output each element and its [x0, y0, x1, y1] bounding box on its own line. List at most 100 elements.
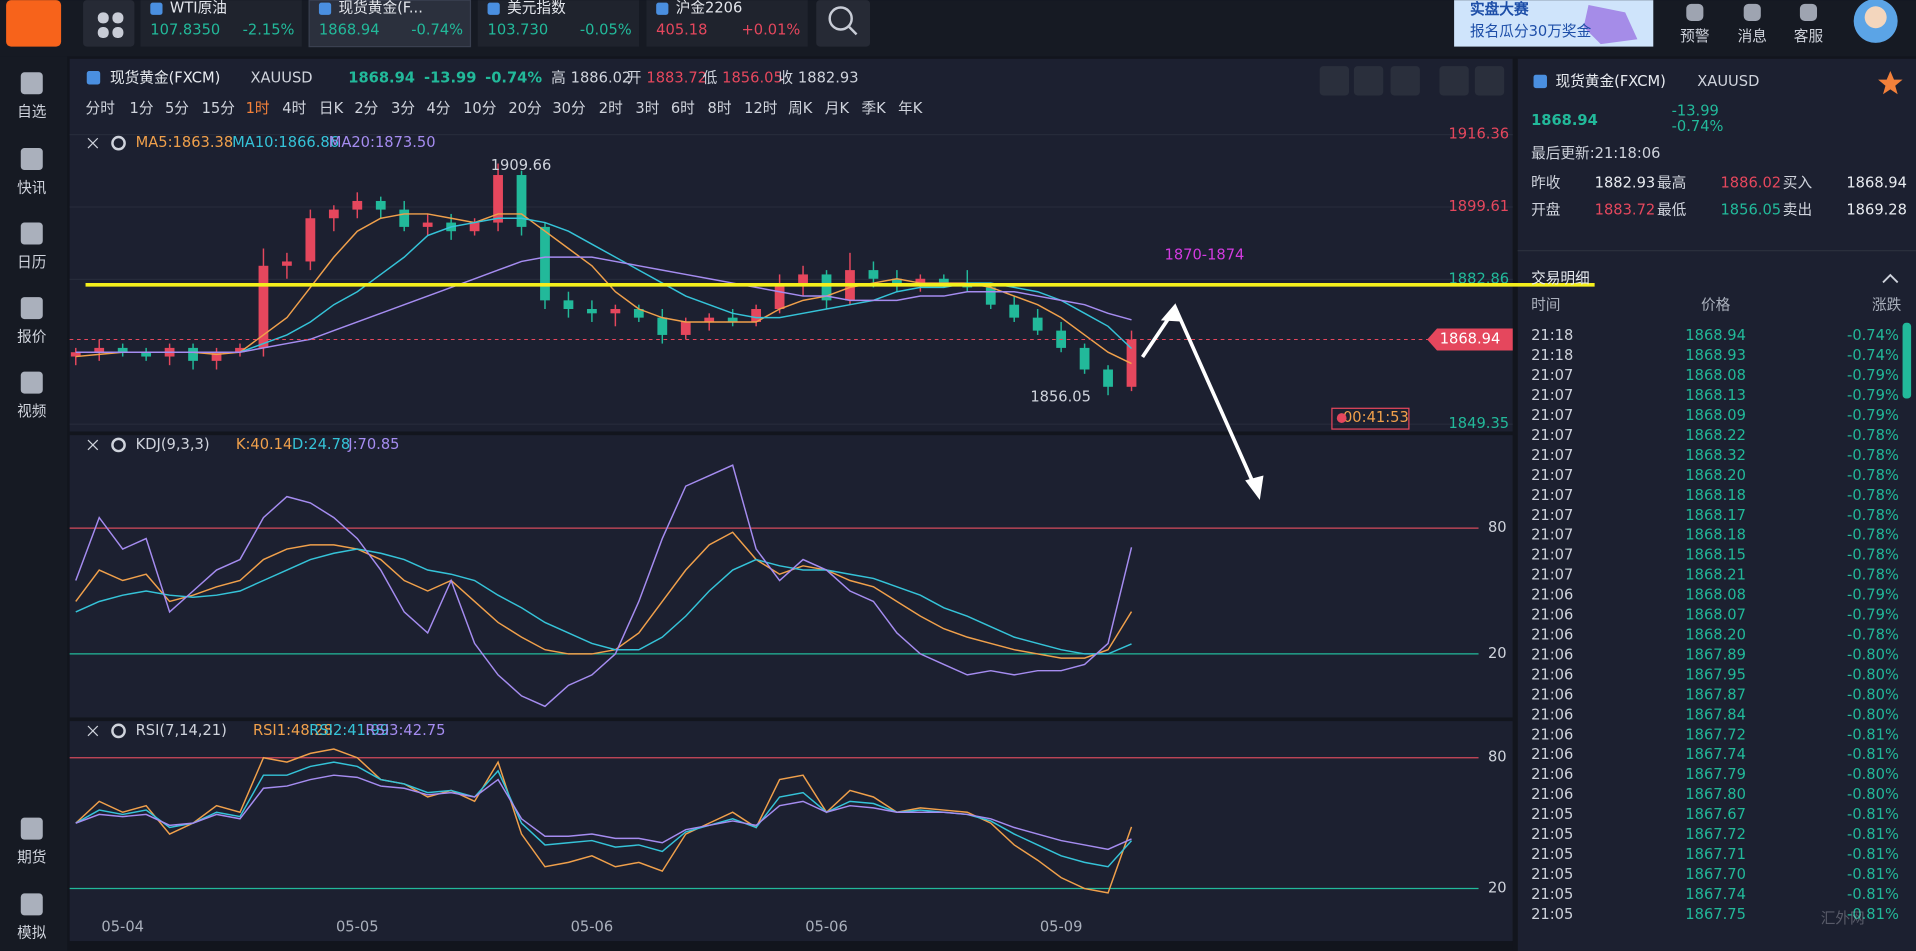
trade-price: 1867.89 — [1685, 646, 1746, 663]
ticker-card[interactable] — [477, 0, 640, 47]
sidebar-icon[interactable] — [20, 817, 43, 840]
top-icon-label: 客服 — [1794, 28, 1824, 45]
settings-icon[interactable] — [111, 135, 126, 151]
sidebar-icon[interactable] — [20, 222, 43, 245]
panel-change: -13.99 — [1672, 102, 1719, 119]
settings-icon[interactable] — [111, 723, 126, 739]
period-tab[interactable]: 15分 — [202, 100, 236, 117]
high-label: 1909.66 — [491, 157, 552, 174]
candle-body — [328, 209, 339, 219]
period-tab[interactable]: 6时 — [671, 100, 695, 117]
trade-change: -0.79% — [1847, 367, 1899, 384]
candle-body — [1079, 347, 1090, 370]
sidebar-icon[interactable] — [20, 148, 43, 171]
top-icon[interactable] — [1686, 3, 1704, 21]
favorite-star[interactable] — [1878, 71, 1903, 95]
scrollbar[interactable] — [1902, 322, 1912, 399]
search-icon — [828, 6, 853, 31]
candle-body — [680, 321, 691, 335]
window-button[interactable] — [1439, 66, 1469, 96]
period-tab[interactable]: 1时 — [246, 100, 270, 117]
apps-button[interactable] — [83, 0, 135, 47]
logo[interactable] — [6, 0, 62, 47]
indicator-line — [75, 748, 1133, 894]
tool-button[interactable] — [1353, 66, 1384, 96]
tool-button[interactable] — [1390, 66, 1420, 96]
trade-price: 1868.17 — [1685, 507, 1746, 524]
period-tab[interactable]: 月K — [825, 100, 850, 117]
top-icon[interactable] — [1799, 3, 1818, 21]
overlay — [1140, 303, 1264, 500]
period-tab[interactable]: 2时 — [599, 100, 623, 117]
period-tab[interactable]: 日K — [319, 100, 344, 117]
ticker-card[interactable] — [646, 0, 808, 47]
ticker-price: 107.8350 — [150, 22, 220, 39]
period-tab[interactable]: 分时 — [86, 100, 116, 117]
period-tab[interactable]: 8时 — [708, 100, 732, 117]
period-tab[interactable]: 年K — [898, 100, 923, 117]
candle-body — [117, 347, 128, 353]
trade-change: -0.79% — [1847, 407, 1899, 424]
indicator-line — [75, 774, 1132, 851]
candle-body — [915, 278, 926, 284]
period-tab[interactable]: 周K — [788, 100, 813, 117]
trade-time: 21:06 — [1531, 627, 1573, 644]
ticker-name: 现货黄金(F... — [338, 0, 422, 17]
period-tab[interactable]: 20分 — [508, 100, 542, 117]
candle-body — [516, 175, 527, 227]
top-icon-label: 消息 — [1738, 28, 1767, 45]
search-button[interactable] — [816, 0, 871, 47]
panel-symbol: XAUUSD — [1697, 73, 1759, 90]
settings-icon[interactable] — [111, 437, 126, 453]
apps-icon — [97, 12, 109, 24]
sidebar-icon[interactable] — [20, 893, 43, 916]
ticker-name: 美元指数 — [507, 0, 566, 17]
indicator-legend: RSI(7,14,21) — [136, 722, 227, 739]
period-tab[interactable]: 12时 — [744, 100, 778, 117]
candle-body — [188, 347, 198, 361]
top-icon[interactable] — [1743, 3, 1761, 21]
period-tab[interactable]: 10分 — [463, 100, 497, 117]
period-tab[interactable]: 3时 — [635, 100, 659, 117]
trade-change: -0.80% — [1847, 686, 1899, 703]
sidebar-label: 期货 — [17, 849, 46, 866]
tool-button[interactable] — [1319, 66, 1350, 96]
candle-body — [985, 287, 996, 305]
period-tab[interactable]: 5分 — [165, 100, 189, 117]
sidebar-icon[interactable] — [20, 72, 43, 95]
ticker-change: -2.15% — [243, 22, 295, 39]
x-tick-label: 05-06 — [571, 919, 614, 936]
trade-change: -0.81% — [1847, 846, 1899, 863]
ticker-card[interactable] — [308, 0, 472, 48]
period-tab[interactable]: 4分 — [426, 100, 450, 117]
sidebar-label: 模拟 — [17, 925, 47, 942]
trade-change: -0.78% — [1847, 567, 1899, 584]
trade-price: 1868.08 — [1685, 587, 1746, 604]
trade-price: 1867.74 — [1685, 746, 1746, 763]
period-tab[interactable]: 1分 — [130, 100, 154, 117]
trade-time: 21:05 — [1531, 866, 1573, 883]
period-tab[interactable]: 季K — [861, 100, 886, 117]
trade-change: -0.78% — [1847, 547, 1899, 564]
period-tab[interactable]: 30分 — [552, 100, 586, 117]
window-button[interactable] — [1474, 66, 1505, 96]
period-tab[interactable]: 2分 — [354, 100, 378, 117]
collapse-icon[interactable] — [1882, 273, 1899, 284]
period-tab[interactable]: 3分 — [391, 100, 415, 117]
trade-price: 1868.07 — [1685, 607, 1746, 624]
ticker-icon — [150, 2, 163, 15]
trade-time: 21:07 — [1531, 387, 1573, 404]
indicator-legend: RSI2:41.99 — [309, 722, 389, 739]
sidebar-icon[interactable] — [20, 297, 43, 320]
trade-change: -0.81% — [1847, 806, 1899, 823]
trade-time: 21:06 — [1531, 766, 1573, 783]
sidebar-icon[interactable] — [20, 371, 43, 394]
trade-time: 21:18 — [1531, 347, 1573, 364]
trade-price: 1867.80 — [1685, 786, 1746, 803]
ticker-card[interactable] — [140, 0, 302, 47]
period-tab[interactable]: 4时 — [282, 100, 306, 117]
stat-label: 最高 — [1657, 174, 1686, 191]
ticker-icon — [487, 2, 500, 15]
candle-body — [563, 300, 574, 310]
ticker-name: WTI原油 — [170, 0, 227, 17]
